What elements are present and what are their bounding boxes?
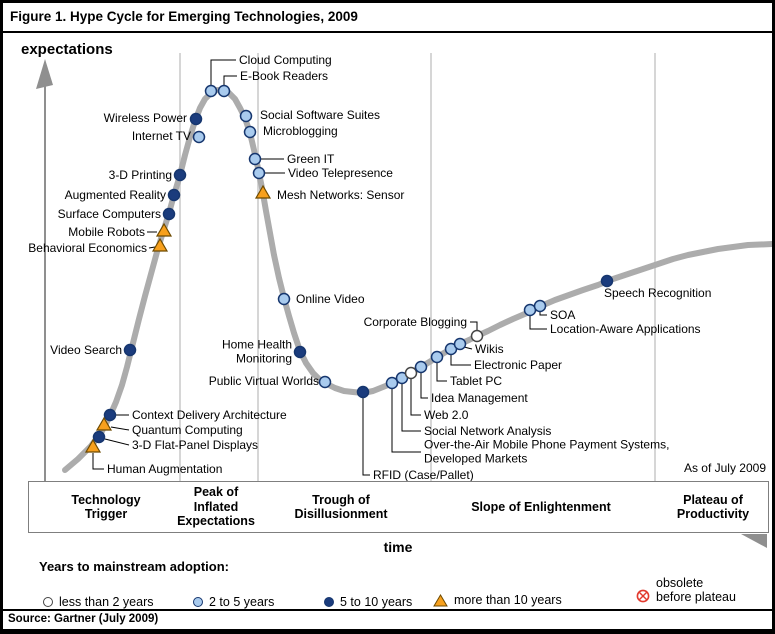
point-label: Cloud Computing (239, 52, 332, 67)
point-label: Green IT (287, 151, 335, 166)
point-label: Speech Recognition (604, 285, 712, 300)
point-label: Corporate Blogging (363, 314, 467, 329)
point-label: Wireless Power (103, 110, 187, 125)
point-label: Video Search (50, 342, 122, 357)
legend-label: 5 to 10 years (340, 595, 413, 609)
figure-title: Figure 1. Hype Cycle for Emerging Techno… (10, 9, 358, 24)
point-label: Online Video (296, 291, 365, 306)
legend-item-obsolete-before-plateau: obsolete before plateau (636, 576, 736, 605)
point-label: RFID (Case/Pallet) (373, 467, 474, 482)
point-label: Tablet PC (450, 373, 503, 388)
source-text: Source: Gartner (July 2009) (8, 613, 159, 625)
y-axis-label: expectations (21, 41, 113, 58)
phase-plateau-of-productivity: Plateau of Productivity (676, 492, 750, 521)
point-label: Social Network Analysis (424, 423, 552, 438)
point-label: Behavioral Economics (28, 240, 147, 255)
phase-slope-of-enlightenment: Slope of Enlightenment (471, 499, 611, 514)
point-label: Web 2.0 (424, 407, 469, 422)
legend-label: obsolete before plateau (656, 576, 736, 605)
legend-item-more-than-10-years: more than 10 years (433, 593, 562, 607)
point-label: Context Delivery Architecture (132, 407, 287, 422)
point-label: E-Book Readers (240, 68, 329, 83)
legend-item-2-to-5-years: 2 to 5 years (193, 595, 274, 609)
legend-label: 2 to 5 years (209, 595, 275, 609)
point-label: Microblogging (263, 123, 338, 138)
dark-blue-circle-icon (324, 597, 334, 608)
legend-heading: Years to mainstream adoption: (39, 559, 229, 574)
point-label: Video Telepresence (288, 165, 393, 180)
point-label: Internet TV (131, 128, 191, 143)
point-label: Quantum Computing (132, 422, 243, 437)
title-divider (3, 31, 772, 33)
point-label: Mesh Networks: Sensor (277, 187, 405, 202)
point-label: 3-D Printing (108, 167, 172, 182)
as-of-date: As of July 2009 (683, 461, 766, 475)
source-divider (3, 609, 772, 611)
point-label: Electronic Paper (474, 357, 563, 372)
phase-trough-of-disillusionment: Trough of Disillusionment (294, 492, 388, 521)
point-label: Public Virtual Worlds (208, 373, 319, 388)
point-label: 3-D Flat-Panel Displays (132, 437, 259, 452)
point-label: Over-the-Air Mobile Phone Payment System… (424, 437, 670, 466)
x-axis-label: time (383, 539, 413, 555)
orange-triangle-icon (433, 593, 448, 607)
point-label: Surface Computers (57, 206, 161, 221)
light-blue-circle-icon (193, 597, 203, 608)
point-label: Home Health Monitoring (221, 337, 292, 366)
point-label: Wikis (475, 341, 504, 356)
point-label: SOA (550, 307, 576, 322)
legend-item-5-to-10-years: 5 to 10 years (324, 595, 412, 609)
obsolete-crossed-circle-icon (636, 589, 650, 603)
point-label: Human Augmentation (107, 461, 223, 476)
legend-label: more than 10 years (454, 593, 562, 607)
point-label: Augmented Reality (64, 187, 166, 202)
point-label: Idea Management (431, 390, 528, 405)
phase-peak-of-inflated-expectations: Peak of Inflated Expectations (177, 485, 255, 529)
phase-technology-trigger: Technology Trigger (71, 492, 141, 521)
point-label: Location-Aware Applications (550, 321, 701, 336)
point-label: Social Software Suites (260, 107, 381, 122)
phase-label-band: Technology Trigger Peak of Inflated Expe… (28, 481, 769, 533)
white-circle-icon (43, 597, 53, 608)
legend-item-less-than-2-years: less than 2 years (43, 595, 154, 609)
legend-label: less than 2 years (59, 595, 154, 609)
point-labels-layer: Cloud Computing E-Book Readers Social Soft… (3, 3, 772, 629)
point-label: Mobile Robots (68, 224, 145, 239)
